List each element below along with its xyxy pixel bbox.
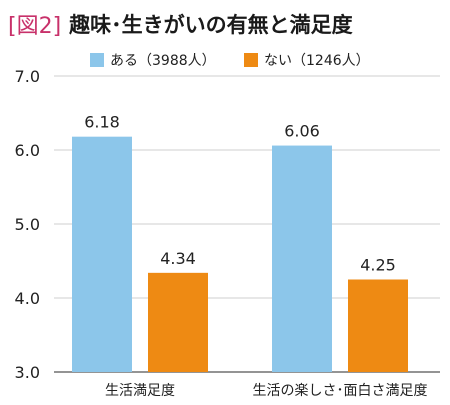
y-tick-label: 5.0 [15,215,40,234]
bar [72,136,132,372]
data-label: 4.34 [160,249,196,268]
bar [148,272,208,372]
data-label: 6.18 [84,113,120,132]
y-tick-label: 3.0 [15,363,40,382]
legend-swatch [90,53,104,67]
figure-label: [図2] [8,14,62,39]
y-tick-label: 6.0 [15,141,40,160]
legend-swatch [244,53,258,67]
legend-label: ある（3988人） [110,53,216,69]
title-row: [図2] 趣味･生きがいの有無と満足度 [8,4,353,44]
y-tick-label: 7.0 [15,67,40,86]
x-tick-label: 生活満足度 [105,383,175,399]
y-tick-label: 4.0 [15,289,40,308]
bar [272,145,332,372]
bar [348,279,408,372]
data-label: 4.25 [360,256,396,275]
data-label: 6.06 [284,122,320,141]
chart-title: 趣味･生きがいの有無と満足度 [69,13,353,37]
x-tick-label: 生活の楽しさ･面白さ満足度 [253,383,428,399]
legend-label: ない（1246人） [264,53,370,69]
